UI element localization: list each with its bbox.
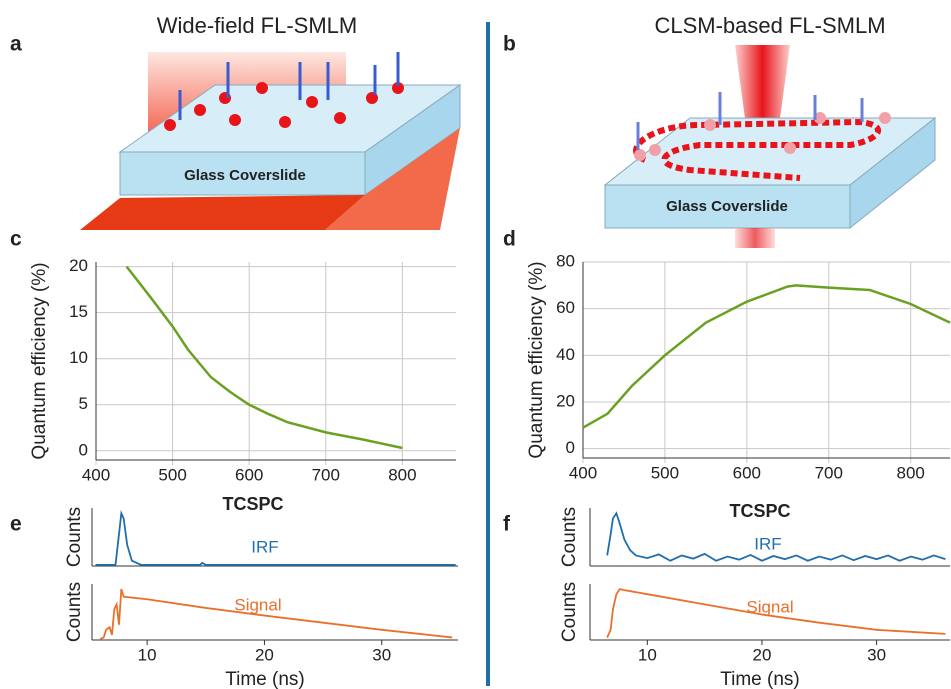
- panel-label: b: [503, 33, 516, 56]
- data-line: [95, 509, 456, 566]
- y-tick-label: 80: [556, 251, 575, 270]
- panel-label: a: [10, 33, 22, 56]
- panel-label: d: [503, 228, 516, 251]
- panel-label: e: [10, 513, 22, 536]
- x-tick-label: 400: [82, 465, 110, 484]
- data-line: [606, 588, 946, 638]
- series-label: IRF: [754, 534, 781, 553]
- y-tick-label: 60: [556, 298, 575, 317]
- y-tick-label: 5: [79, 394, 88, 413]
- x-tick-label: 700: [815, 463, 843, 482]
- x-tick-label: 500: [158, 465, 186, 484]
- x-tick-label: 20: [255, 645, 274, 664]
- chart-title: TCSPC: [729, 501, 790, 521]
- data-line: [582, 284, 951, 429]
- y-axis-label: Quantum efficiency (%): [29, 262, 50, 459]
- y-tick-label: 0: [79, 440, 88, 459]
- panel-label: c: [10, 228, 22, 251]
- illustration-b: Glass Coverslide: [603, 45, 937, 248]
- x-tick-label: 600: [733, 463, 761, 482]
- y-tick-label: 0: [566, 438, 575, 457]
- chart-title: TCSPC: [222, 494, 283, 514]
- y-axis-label: Counts: [64, 507, 85, 567]
- slide-label: Glass Coverslide: [666, 198, 788, 215]
- slide-label: Glass Coverslide: [184, 167, 306, 184]
- y-tick-label: 10: [69, 348, 88, 367]
- x-tick-label: 30: [867, 645, 886, 664]
- y-axis-label: Counts: [559, 582, 580, 642]
- y-tick-label: 15: [69, 302, 88, 321]
- x-tick-label: 10: [138, 645, 157, 664]
- x-axis-label: Time (ns): [225, 669, 305, 689]
- x-tick-label: 30: [372, 645, 391, 664]
- x-tick-label: 20: [753, 645, 772, 664]
- series-label: Signal: [234, 595, 281, 614]
- data-line: [99, 588, 453, 640]
- x-tick-label: 800: [388, 465, 416, 484]
- y-tick-label: 40: [556, 345, 575, 364]
- y-axis-label: Counts: [559, 507, 580, 567]
- series-label: Signal: [746, 597, 793, 616]
- x-tick-label: 400: [569, 463, 597, 482]
- data-line: [606, 511, 946, 562]
- y-axis-label: Quantum efficiency (%): [526, 261, 547, 458]
- x-axis-label: Time (ns): [720, 669, 800, 689]
- y-tick-label: 20: [69, 256, 88, 275]
- x-tick-label: 800: [896, 463, 924, 482]
- data-line: [125, 265, 403, 450]
- panel-title: Wide-field FL-SMLM: [157, 13, 357, 38]
- y-axis-label: Counts: [64, 582, 85, 642]
- x-tick-label: 700: [312, 465, 340, 484]
- x-tick-label: 10: [638, 645, 657, 664]
- panel-label: f: [503, 513, 511, 536]
- x-tick-label: 500: [651, 463, 679, 482]
- series-label: IRF: [251, 537, 278, 556]
- panel-title: CLSM-based FL-SMLM: [654, 13, 885, 38]
- x-tick-label: 600: [235, 465, 263, 484]
- illustration-a: Glass Coverslide: [80, 52, 462, 230]
- y-tick-label: 20: [556, 391, 575, 410]
